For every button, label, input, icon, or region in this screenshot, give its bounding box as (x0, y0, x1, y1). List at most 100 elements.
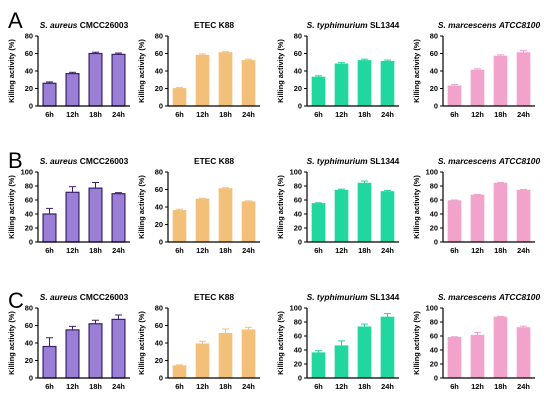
panel-title: ETEC K88 (194, 20, 234, 30)
panel-title: S. aureus CMCC26003 (40, 20, 129, 30)
y-tick-label: 60 (294, 332, 302, 341)
y-tick-label: 40 (155, 67, 163, 76)
row-labels: A B C (8, 8, 24, 313)
panel-a-3: S. typhimurium SL1344 Killing activity (%… (276, 20, 400, 119)
panel-title-part: ATCC8100 (498, 20, 541, 30)
panel-b-4: S. marcescens ATCC8100 Killing activity (… (412, 156, 540, 255)
x-tick-label: 18h (358, 110, 371, 119)
bar-24h (380, 191, 395, 243)
y-tick-label: 100 (426, 168, 438, 177)
x-tick-label: 12h (66, 110, 79, 119)
y-tick-label: 60 (155, 321, 163, 330)
y-axis-label: Killing activity (%) (412, 175, 421, 239)
panel-title-part: SL1344 (368, 156, 400, 166)
y-tick-label: 40 (25, 67, 33, 76)
bar-24h (241, 60, 256, 107)
bar-18h (218, 188, 233, 243)
y-tick-label: 40 (294, 346, 302, 355)
bar-24h (380, 316, 395, 379)
y-tick-label: 20 (294, 84, 302, 93)
y-axis-label: Killing activity (%) (276, 175, 285, 239)
y-tick-label: 80 (155, 304, 163, 313)
panel-title: S. marcescens ATCC8100 (438, 156, 541, 166)
panel-title: S. typhimurium SL1344 (307, 292, 400, 302)
bar-18h (493, 55, 508, 107)
y-tick-label: 80 (294, 32, 302, 41)
y-tick-label: 80 (155, 32, 163, 41)
y-tick-label: 0 (159, 238, 163, 247)
y-tick-label: 60 (294, 196, 302, 205)
bar-24h (241, 329, 256, 379)
panel-a-2: ETEC K88 Killing activity (%) 0 20 40 60 80 6h 1… (137, 20, 260, 119)
panel-a-1: S. aureus CMCC26003 Killing activity (%) 0… (7, 20, 130, 119)
bar-6h (42, 345, 57, 379)
x-tick-label: 12h (66, 246, 79, 255)
panel-c-1: S. aureus CMCC26003 Killing activity (%) 0… (7, 292, 130, 391)
x-tick-label: 24h (517, 382, 530, 391)
panel-title-part: S. aureus (40, 156, 78, 166)
bar-18h (88, 323, 103, 379)
y-tick-label: 0 (29, 374, 33, 383)
y-tick-label: 60 (294, 49, 302, 58)
bar-12h (195, 343, 210, 379)
y-tick-label: 0 (434, 238, 438, 247)
x-tick-label: 12h (196, 382, 209, 391)
y-tick-label: 0 (434, 102, 438, 111)
panel-title-part: SL1344 (368, 20, 400, 30)
panel-title-part: S. marcescens (438, 20, 497, 30)
y-tick-label: 60 (155, 185, 163, 194)
x-tick-label: 12h (66, 382, 79, 391)
y-tick-label: 40 (430, 210, 438, 219)
panel-title-part: SL1344 (368, 292, 400, 302)
y-axis-label: Killing activity (%) (7, 175, 16, 239)
x-tick-label: 18h (219, 246, 232, 255)
panel-title-part: ATCC8100 (498, 292, 541, 302)
x-tick-label: 6h (175, 382, 184, 391)
bar-6h (447, 85, 462, 107)
panel-title: S. typhimurium SL1344 (307, 156, 400, 166)
bar-18h (357, 182, 372, 243)
y-tick-label: 0 (29, 238, 33, 247)
x-tick-label: 18h (494, 382, 507, 391)
x-tick-label: 18h (494, 246, 507, 255)
x-tick-label: 12h (196, 246, 209, 255)
x-tick-label: 6h (314, 246, 323, 255)
x-tick-label: 6h (45, 382, 54, 391)
bar-12h (65, 329, 80, 379)
bar-12h (195, 54, 210, 107)
bar-12h (334, 189, 349, 243)
x-tick-label: 6h (175, 246, 184, 255)
panel-title-part: S. typhimurium (307, 156, 369, 166)
x-tick-label: 24h (242, 246, 255, 255)
y-tick-label: 0 (434, 374, 438, 383)
bar-18h (493, 316, 508, 379)
bar-12h (65, 191, 80, 243)
y-tick-label: 60 (25, 196, 33, 205)
x-tick-label: 12h (471, 382, 484, 391)
bar-12h (470, 194, 485, 243)
panel-title-part: CMCC26003 (77, 292, 128, 302)
x-tick-label: 6h (450, 246, 459, 255)
y-axis-label: Killing activity (%) (137, 175, 146, 239)
panel-title: ETEC K88 (194, 156, 234, 166)
bar-18h (357, 326, 372, 379)
y-tick-label: 60 (430, 332, 438, 341)
x-tick-label: 18h (219, 110, 232, 119)
y-tick-label: 80 (25, 182, 33, 191)
x-tick-label: 24h (112, 382, 125, 391)
row-label-b: B (8, 148, 23, 173)
panel-title-part: ETEC K88 (194, 156, 234, 166)
x-tick-label: 18h (219, 382, 232, 391)
y-tick-label: 0 (298, 238, 302, 247)
x-tick-label: 12h (335, 246, 348, 255)
y-tick-label: 40 (25, 210, 33, 219)
x-tick-label: 18h (89, 110, 102, 119)
bar-24h (111, 53, 126, 107)
y-tick-label: 100 (290, 304, 302, 313)
row-label-c: C (8, 288, 24, 313)
y-tick-label: 40 (294, 67, 302, 76)
y-axis-label: Killing activity (%) (276, 39, 285, 103)
panel-c-4: S. marcescens ATCC8100 Killing activity (… (412, 292, 540, 391)
y-tick-label: 20 (155, 84, 163, 93)
